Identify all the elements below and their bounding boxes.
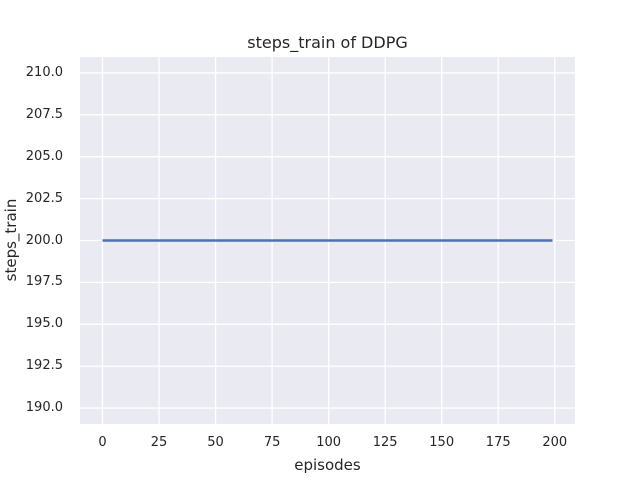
y-tick-label: 190.0 [25, 400, 63, 416]
y-tick-label: 210.0 [25, 64, 63, 80]
y-tick-label: 195.0 [25, 316, 63, 332]
x-tick-label: 125 [372, 435, 398, 450]
y-axis-label: steps_train [2, 198, 20, 282]
x-tick-label: 175 [485, 435, 511, 450]
y-tick-label: 205.0 [25, 148, 63, 164]
y-tick-label: 197.5 [25, 274, 63, 290]
x-tick-label: 150 [429, 435, 455, 450]
y-tick-label: 202.5 [25, 190, 63, 206]
y-tick-label: 207.5 [25, 106, 63, 122]
x-axis-label: episodes [294, 456, 361, 474]
x-tick-label: 100 [316, 435, 342, 450]
chart-title: steps_train of DDPG [247, 33, 408, 52]
x-tick-label: 200 [542, 435, 568, 450]
x-tick-label: 75 [263, 435, 281, 450]
x-tick-label: 0 [98, 435, 107, 450]
y-tick-label: 200.0 [25, 232, 63, 248]
y-tick-label: 192.5 [25, 358, 63, 374]
chart-canvas [80, 57, 575, 424]
x-tick-label: 25 [150, 435, 168, 450]
x-tick-label: 50 [207, 435, 224, 450]
